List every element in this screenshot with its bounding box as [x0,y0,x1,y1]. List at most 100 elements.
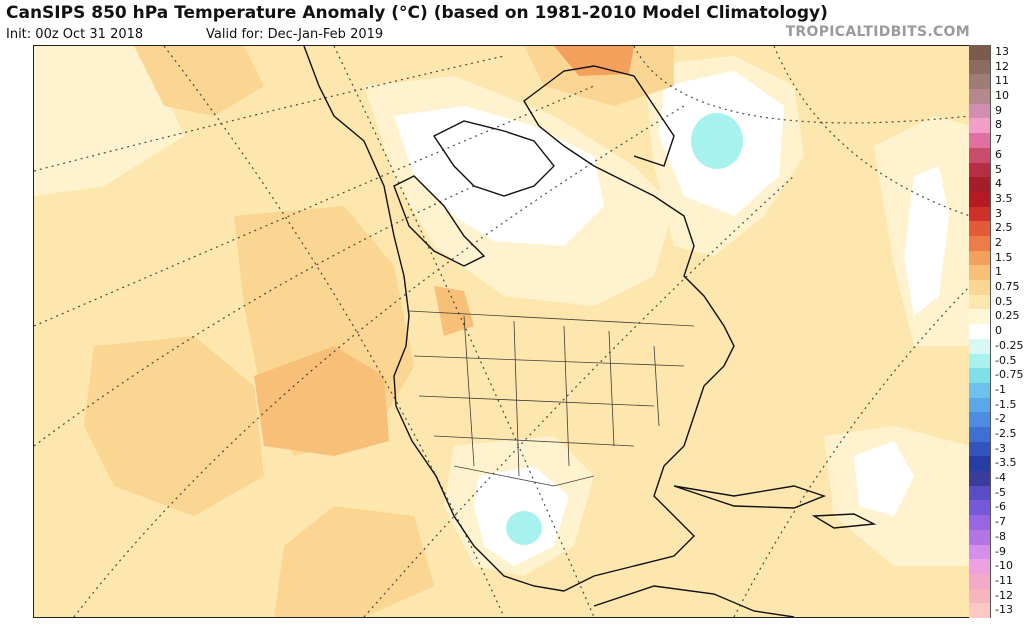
legend-item: 10 [969,89,1024,104]
legend-label: -1 [995,382,1006,396]
legend-swatch [969,529,991,545]
legend-label: 0.5 [995,294,1013,308]
legend-swatch [969,74,991,90]
legend-swatch [969,485,991,501]
field-warm-greenland [524,46,674,106]
legend-label: -0.75 [995,368,1024,382]
legend-label: 4 [995,177,1002,191]
legend-item: -2.5 [969,427,1024,442]
legend-label: -10 [995,559,1013,573]
field-warm-pacific [84,336,264,516]
legend-item: -3 [969,441,1024,457]
field-warm-alaska [134,46,264,116]
legend-label: -0.5 [995,353,1017,367]
legend-item: 4 [969,177,1024,192]
legend-swatch [969,368,991,383]
coastlines [303,46,877,617]
source-watermark: TROPICALTIDBITS.COM [785,24,970,40]
legend-swatch [969,191,991,207]
legend-item: 1 [969,265,1024,281]
legend-swatch [969,265,991,281]
political-boundaries [408,310,695,487]
field-zero-caribbean [854,441,914,516]
legend-swatch [969,324,991,339]
legend-item: -0.75 [969,368,1024,383]
legend-item: -7 [969,515,1024,530]
legend-label: 3.5 [995,191,1013,205]
legend-label: 1.5 [995,250,1013,264]
legend-swatch [969,353,991,369]
legend-item: 0 [969,324,1024,339]
legend-label: -8 [995,529,1006,543]
legend-item: -4 [969,471,1024,486]
legend-item: -0.25 [969,338,1024,354]
legend-label: -3 [995,441,1006,455]
legend-label: 13 [995,45,1009,58]
legend-swatch [969,118,991,134]
legend-swatch [969,294,991,310]
legend-label: -6 [995,500,1006,514]
anomaly-map [33,45,971,618]
legend-label: 3 [995,206,1002,220]
legend-label: 11 [995,74,1009,88]
legend-label: -1.5 [995,397,1017,411]
legend-item: -1.5 [969,397,1024,413]
legend-item: -10 [969,559,1024,574]
legend-swatch [969,338,991,354]
legend-swatch [969,45,991,60]
legend-item: 3 [969,206,1024,222]
legend-swatch [969,206,991,222]
legend-item: 9 [969,103,1024,119]
field-pale-nw [34,46,184,196]
legend-swatch [969,456,991,472]
legend-label: -13 [995,603,1013,617]
legend-label: -4 [995,471,1006,485]
legend-swatch [969,221,991,236]
legend-label: -3.5 [995,456,1017,470]
legend-item: -3.5 [969,456,1024,472]
legend-label: -0.25 [995,338,1024,352]
field-warmer-greenland [554,46,634,76]
legend-item: -5 [969,485,1024,501]
legend-item: 0.25 [969,309,1024,325]
legend-swatch [969,250,991,266]
legend-label: 7 [995,133,1002,147]
legend-item: -6 [969,500,1024,516]
legend-swatch [969,544,991,560]
legend-item: -1 [969,382,1024,398]
legend-label: 0.25 [995,309,1020,323]
legend-swatch [969,500,991,516]
legend-label: 5 [995,162,1002,176]
legend-label: 12 [995,59,1009,73]
legend-label: -2 [995,412,1006,426]
legend-item: 11 [969,74,1024,90]
legend-label: -5 [995,485,1006,499]
legend-label: 0 [995,324,1002,338]
legend-label: -9 [995,544,1006,558]
legend-swatch [969,559,991,574]
field-warm-south [274,506,434,617]
map-title: CanSIPS 850 hPa Temperature Anomaly (°C)… [6,3,828,23]
legend-item: 1.5 [969,250,1024,266]
legend-item: 0.75 [969,280,1024,295]
legend-item: 12 [969,59,1024,75]
legend-label: 9 [995,103,1002,117]
legend-item: 6 [969,147,1024,163]
legend-item: 8 [969,118,1024,134]
legend-label: 0.75 [995,280,1020,294]
init-time: Init: 00z Oct 31 2018 [6,27,144,42]
field-cold-mexico [506,511,542,545]
legend-swatch [969,177,991,192]
legend-item: -8 [969,529,1024,545]
legend-swatch [969,427,991,442]
legend-swatch [969,382,991,398]
legend-item: 7 [969,133,1024,148]
legend-label: 10 [995,89,1009,103]
field-zero-atlantic [904,166,949,316]
legend-swatch [969,162,991,178]
legend-item: 5 [969,162,1024,178]
legend-swatch [969,412,991,427]
legend-item: 13 [969,45,1024,60]
legend-swatch [969,59,991,75]
legend-swatch [969,441,991,457]
